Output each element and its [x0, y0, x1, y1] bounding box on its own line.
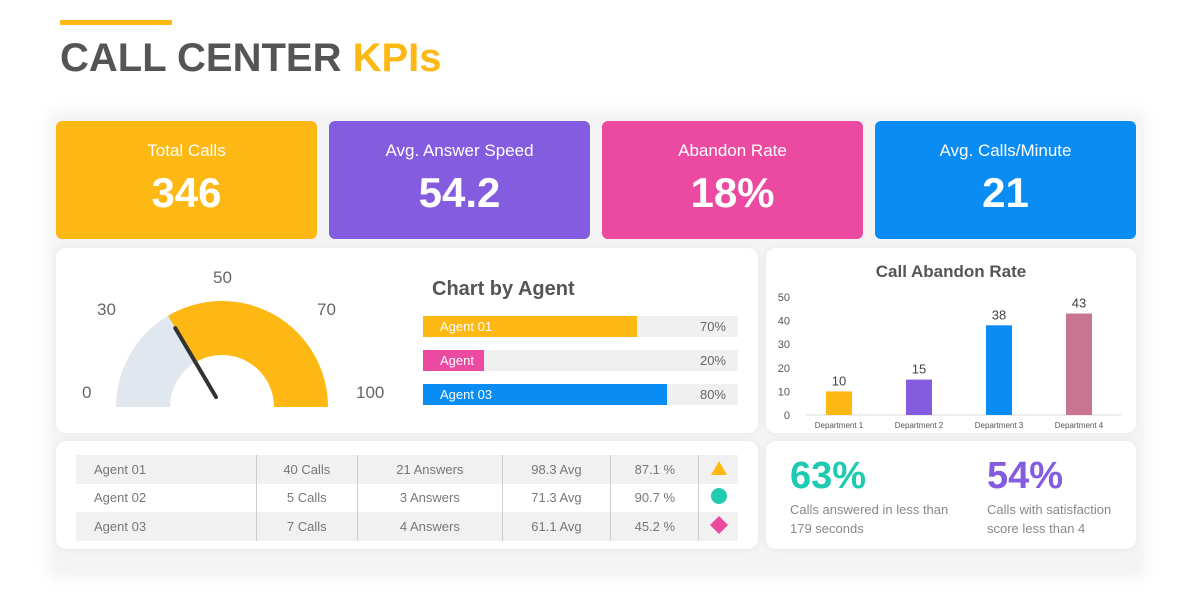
cell-pct: 45.2 % — [610, 512, 699, 541]
x-tick-label: Department 2 — [895, 421, 944, 430]
cell-avg: 98.3 Avg — [501, 455, 611, 484]
y-tick-label: 30 — [778, 339, 790, 351]
data-label: 15 — [912, 362, 926, 377]
kpi-value: 21 — [982, 169, 1029, 216]
chart-title: Call Abandon Rate — [875, 262, 1027, 281]
agent-bar: Agent 01 70% — [423, 316, 738, 337]
table-row: Agent 01 40 Calls 21 Answers 98.3 Avg 87.1 % — [76, 455, 738, 484]
cell-calls: 5 Calls — [255, 483, 358, 512]
cell-calls: 40 Calls — [255, 455, 358, 484]
gauge-label: 70 — [317, 300, 336, 319]
title-accent-bar — [60, 20, 172, 25]
gauge-track — [116, 315, 196, 407]
kpi-value: 54.2 — [418, 169, 501, 216]
x-tick-label: Department 4 — [1055, 421, 1104, 430]
y-tick-label: 10 — [778, 386, 790, 398]
kpi-value: 18% — [690, 169, 775, 216]
cell-pct: 90.7 % — [610, 483, 699, 512]
cell-agent: Agent 01 — [94, 461, 147, 477]
stats-card — [766, 441, 1136, 549]
gauge-label: 100 — [356, 383, 385, 402]
y-tick-label: 40 — [778, 316, 790, 328]
bar — [1066, 313, 1092, 415]
cell-answers: 21 Answers — [357, 455, 503, 484]
bar — [826, 391, 852, 415]
kpi-label: Total Calls — [147, 141, 226, 160]
data-label: 38 — [992, 307, 1006, 322]
page-title: CALL CENTER KPIs — [60, 36, 442, 81]
bar — [906, 379, 932, 415]
agent-table: Agent 01 40 Calls 21 Answers 98.3 Avg 87.1 %… — [76, 455, 738, 541]
title-accent: KPIs — [352, 36, 442, 80]
agent-bar-percent: 20% — [699, 353, 726, 368]
data-label: 43 — [1072, 296, 1086, 311]
agent-bar-percent: 80% — [699, 387, 726, 402]
cell-answers: 4 Answers — [357, 512, 503, 541]
stat-description: Calls answered in less than 179 seconds — [790, 502, 949, 536]
abandon-bar-chart: 0 10 20 30 40 50 10 Department 1 15 Department 2 3… — [778, 292, 1121, 430]
agent-chart-title: Chart by Agent — [432, 278, 575, 300]
data-label: 10 — [832, 373, 846, 388]
y-tick-label: 50 — [778, 292, 790, 304]
agent-bar: Agent 02 20% — [423, 350, 738, 389]
cell-pct: 87.1 % — [610, 455, 699, 484]
cell-avg: 71.3 Avg — [501, 483, 611, 512]
gauge — [116, 301, 328, 407]
agent-bar-fill: Agent 02 — [423, 350, 485, 389]
stat-value: 63% — [790, 455, 867, 497]
cell-calls: 7 Calls — [255, 512, 358, 541]
gauge-label: 0 — [82, 383, 92, 402]
gauge-needle — [173, 326, 218, 399]
agent-bar: Agent 03 80% — [423, 384, 738, 405]
kpi-label: Avg. Calls/Minute — [939, 141, 1072, 160]
triangle-icon — [698, 455, 738, 484]
x-tick-label: Department 3 — [975, 421, 1024, 430]
stat-value: 54% — [987, 455, 1064, 497]
cell-answers: 3 Answers — [357, 483, 503, 512]
circle-icon — [698, 483, 738, 512]
cell-avg: 61.1 Avg — [501, 512, 611, 541]
kpi-card: Avg. Answer Speed 54.2 — [329, 121, 590, 239]
table-row: Agent 03 7 Calls 4 Answers 61.1 Avg 45.2 % — [76, 512, 738, 541]
kpi-label: Abandon Rate — [678, 141, 787, 160]
kpi-value: 346 — [151, 169, 222, 216]
y-tick-label: 0 — [784, 410, 790, 422]
kpi-card: Avg. Calls/Minute 21 — [875, 121, 1136, 239]
gauge-fill — [168, 301, 328, 407]
x-tick-label: Department 1 — [815, 421, 864, 430]
gauge-label: 50 — [213, 268, 232, 287]
agent-bar-fill: Agent 03 — [423, 384, 668, 405]
gauge-label: 30 — [97, 300, 116, 319]
table-row: Agent 02 5 Calls 3 Answers 71.3 Avg 90.7 % — [76, 483, 738, 512]
kpi-card: Abandon Rate 18% — [602, 121, 863, 239]
y-tick-label: 20 — [778, 363, 790, 375]
bar — [986, 325, 1012, 415]
stat-description: Calls with satisfaction score less than … — [987, 502, 1112, 536]
cell-agent: Agent 02 — [94, 490, 147, 506]
cell-agent: Agent 03 — [94, 518, 147, 534]
kpi-label: Avg. Answer Speed — [385, 141, 534, 160]
kpi-card: Total Calls 346 — [56, 121, 317, 239]
title-main: CALL CENTER — [60, 36, 342, 80]
agent-bar-percent: 70% — [699, 319, 726, 334]
diamond-icon — [698, 512, 738, 541]
agent-bar-fill: Agent 01 — [423, 316, 637, 337]
